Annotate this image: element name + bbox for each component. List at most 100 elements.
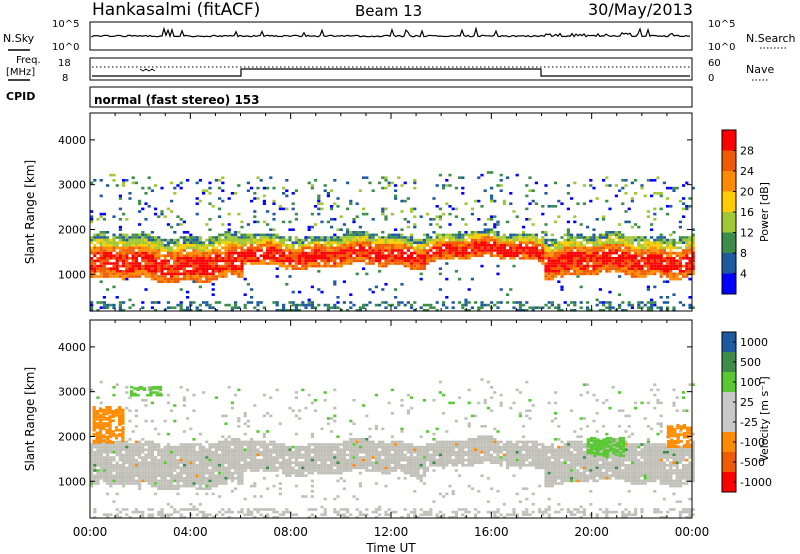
scatter-cell (99, 238, 103, 242)
scatter-cell (614, 246, 618, 250)
scatter-cell (358, 246, 362, 250)
scatter-cell (650, 246, 654, 250)
scatter-cell (195, 482, 199, 485)
scatter-cell (179, 309, 183, 312)
scatter-cell (400, 251, 404, 255)
scatter-cell (93, 508, 97, 511)
scatter-cell (678, 272, 682, 276)
scatter-cell (221, 482, 225, 485)
scatter-cell (262, 456, 266, 459)
scatter-cell (480, 246, 484, 250)
scatter-cell (634, 272, 638, 276)
scatter-cell (211, 469, 215, 472)
scatter-cell (234, 192, 238, 195)
scatter-cell (666, 205, 670, 208)
scatter-cell (320, 451, 324, 454)
scatter-cell (109, 471, 113, 475)
scatter-cell (486, 218, 490, 221)
scatter-cell (342, 440, 346, 444)
scatter-cell (608, 251, 612, 255)
scatter-cell (125, 218, 129, 221)
scatter-cell (99, 215, 103, 218)
scatter-cell (224, 474, 228, 477)
scatter-cell (266, 443, 270, 446)
scatter-cell (96, 458, 100, 462)
scatter-cell (525, 301, 529, 304)
scatter-cell (138, 474, 142, 477)
scatter-cell (147, 453, 151, 457)
scatter-cell (182, 241, 186, 244)
scatter-cell (262, 516, 266, 519)
scatter-cell (506, 236, 510, 239)
scatter-cell (131, 471, 135, 475)
scatter-cell (262, 241, 266, 244)
scatter-cell (339, 236, 343, 239)
scatter-cell (310, 186, 314, 190)
scatter-cell (157, 453, 161, 457)
scatter-cell (208, 484, 212, 488)
scatter-cell (666, 212, 670, 216)
scatter-cell (650, 309, 654, 312)
scatter-cell (90, 251, 94, 255)
scatter-cell (336, 458, 340, 462)
scatter-cell (128, 471, 132, 475)
scatter-cell (176, 270, 180, 273)
scatter-cell (205, 259, 209, 263)
scatter-cell (202, 280, 206, 283)
scatter-cell (253, 254, 257, 257)
scatter-cell (90, 215, 94, 218)
scatter-cell (662, 264, 666, 268)
scatter-cell (653, 270, 657, 273)
scatter-cell (317, 236, 321, 239)
scatter-cell (102, 443, 106, 446)
nave-label: Nave (746, 63, 774, 76)
scatter-cell (522, 251, 526, 255)
scatter-cell (285, 254, 289, 257)
scatter-cell (141, 513, 145, 516)
scatter-cell (390, 257, 394, 260)
scatter-cell (221, 508, 225, 511)
scatter-cell (378, 238, 382, 242)
scatter-cell (547, 254, 551, 257)
scatter-cell (272, 199, 276, 203)
scatter-cell (150, 469, 154, 472)
scatter-cell (291, 207, 295, 211)
scatter-cell (358, 225, 362, 229)
scatter-cell (189, 246, 193, 250)
scatter-cell (224, 445, 228, 449)
scatter-cell (163, 254, 167, 257)
scatter-cell (259, 443, 263, 446)
scatter-cell (234, 249, 238, 252)
scatter-cell (125, 262, 129, 265)
scatter-cell (250, 238, 254, 242)
scatter-cell (586, 267, 590, 270)
scatter-cell (342, 508, 346, 511)
scatter-cell (426, 251, 430, 255)
scatter-cell (138, 249, 142, 252)
scatter-cell (256, 430, 260, 433)
scatter-cell (349, 202, 353, 205)
scatter-cell (157, 451, 161, 454)
scatter-cell (147, 443, 151, 446)
scatter-cell (154, 270, 158, 273)
scatter-cell (224, 466, 228, 470)
scatter-cell (557, 280, 561, 283)
scatter-cell (128, 464, 132, 467)
scatter-cell (381, 207, 385, 211)
scatter-cell (662, 241, 666, 244)
scatter-cell (224, 477, 228, 480)
scatter-cell (266, 244, 270, 247)
scatter-cell (234, 272, 238, 276)
scatter-cell (627, 236, 631, 239)
scatter-cell (96, 443, 100, 446)
scatter-cell (150, 301, 154, 304)
scatter-cell (118, 233, 122, 237)
scatter-cell (563, 262, 567, 265)
scatter-cell (294, 218, 298, 221)
scatter-cell (410, 251, 414, 255)
scatter-cell (461, 257, 465, 260)
scatter-cell (147, 482, 151, 485)
scatter-cell (371, 469, 375, 472)
scatter-cell (362, 456, 366, 459)
scatter-cell (314, 451, 318, 454)
